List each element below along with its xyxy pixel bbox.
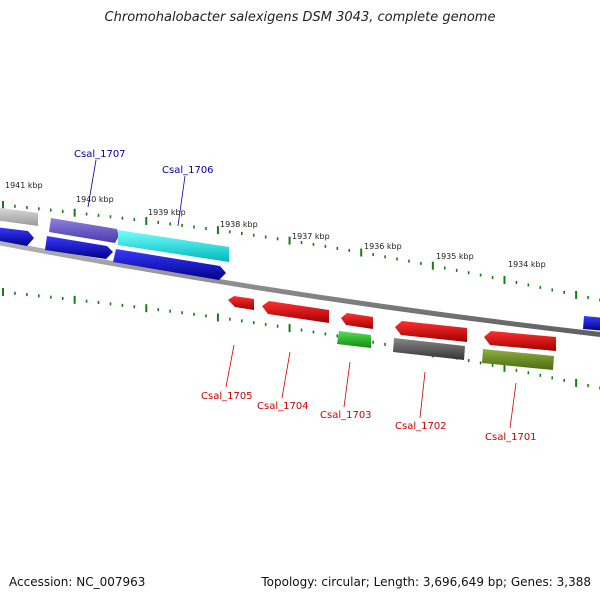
scale-label: 1937 kbp <box>292 232 330 241</box>
label-leader <box>177 175 186 227</box>
gene-arrow[interactable] <box>228 296 254 310</box>
scale-label: 1940 kbp <box>76 195 114 204</box>
gene-label-csal-1706[interactable]: Csal_1706 <box>162 165 214 176</box>
label-leader <box>509 382 517 429</box>
label-leader <box>87 159 97 208</box>
gene-label-csal-1702[interactable]: Csal_1702 <box>395 421 447 432</box>
gene-arrow[interactable] <box>118 230 229 262</box>
gene-arrow[interactable] <box>484 331 556 351</box>
gene-label-csal-1705[interactable]: Csal_1705 <box>201 391 253 402</box>
label-leader <box>225 344 235 388</box>
label-leader <box>343 361 351 408</box>
accession-text: Accession: NC_007963 <box>9 575 146 589</box>
gene-arrow[interactable] <box>395 321 467 342</box>
gene-arrow[interactable] <box>393 338 465 360</box>
upper-tick-track <box>2 201 600 302</box>
scale-labels: 1941 kbp 1940 kbp 1939 kbp 1938 kbp 1937… <box>5 181 546 269</box>
gene-arrow[interactable] <box>341 313 373 329</box>
gene-arrow[interactable] <box>583 316 600 331</box>
gene-arrow[interactable] <box>262 301 329 323</box>
upper-gene-row <box>0 207 229 262</box>
secondary-gene-row <box>337 331 554 370</box>
reverse-gene-row <box>228 296 556 351</box>
genome-summary-text: Topology: circular; Length: 3,696,649 bp… <box>261 575 591 589</box>
gene-arrow[interactable] <box>0 227 34 246</box>
forward-gene-row <box>0 227 600 331</box>
gene-label-csal-1704[interactable]: Csal_1704 <box>257 401 309 412</box>
genome-title: Chromohalobacter salexigens DSM 3043, co… <box>104 10 496 25</box>
upper-gene-labels: Csal_1707 Csal_1706 <box>74 149 214 227</box>
genome-backbone <box>0 240 600 337</box>
gene-arrow[interactable] <box>482 349 554 370</box>
gene-arrow[interactable] <box>113 249 226 280</box>
gene-label-csal-1703[interactable]: Csal_1703 <box>320 410 372 421</box>
scale-label: 1934 kbp <box>508 260 546 269</box>
scale-label: 1938 kbp <box>220 220 258 229</box>
scale-label: 1935 kbp <box>436 252 474 261</box>
gene-label-csal-1701[interactable]: Csal_1701 <box>485 432 537 443</box>
scale-label: 1941 kbp <box>5 181 43 190</box>
scale-label: 1939 kbp <box>148 208 186 217</box>
gene-arrow[interactable] <box>337 331 371 348</box>
gene-label-csal-1707[interactable]: Csal_1707 <box>74 149 126 160</box>
label-leader <box>281 351 291 399</box>
gene-arrow[interactable] <box>45 236 113 259</box>
label-leader <box>419 371 426 419</box>
gene-arrow[interactable] <box>49 218 119 243</box>
lower-gene-labels: Csal_1705 Csal_1704 Csal_1703 Csal_1702 … <box>201 344 537 443</box>
scale-label: 1936 kbp <box>364 242 402 251</box>
gene-arrow[interactable] <box>0 207 38 226</box>
